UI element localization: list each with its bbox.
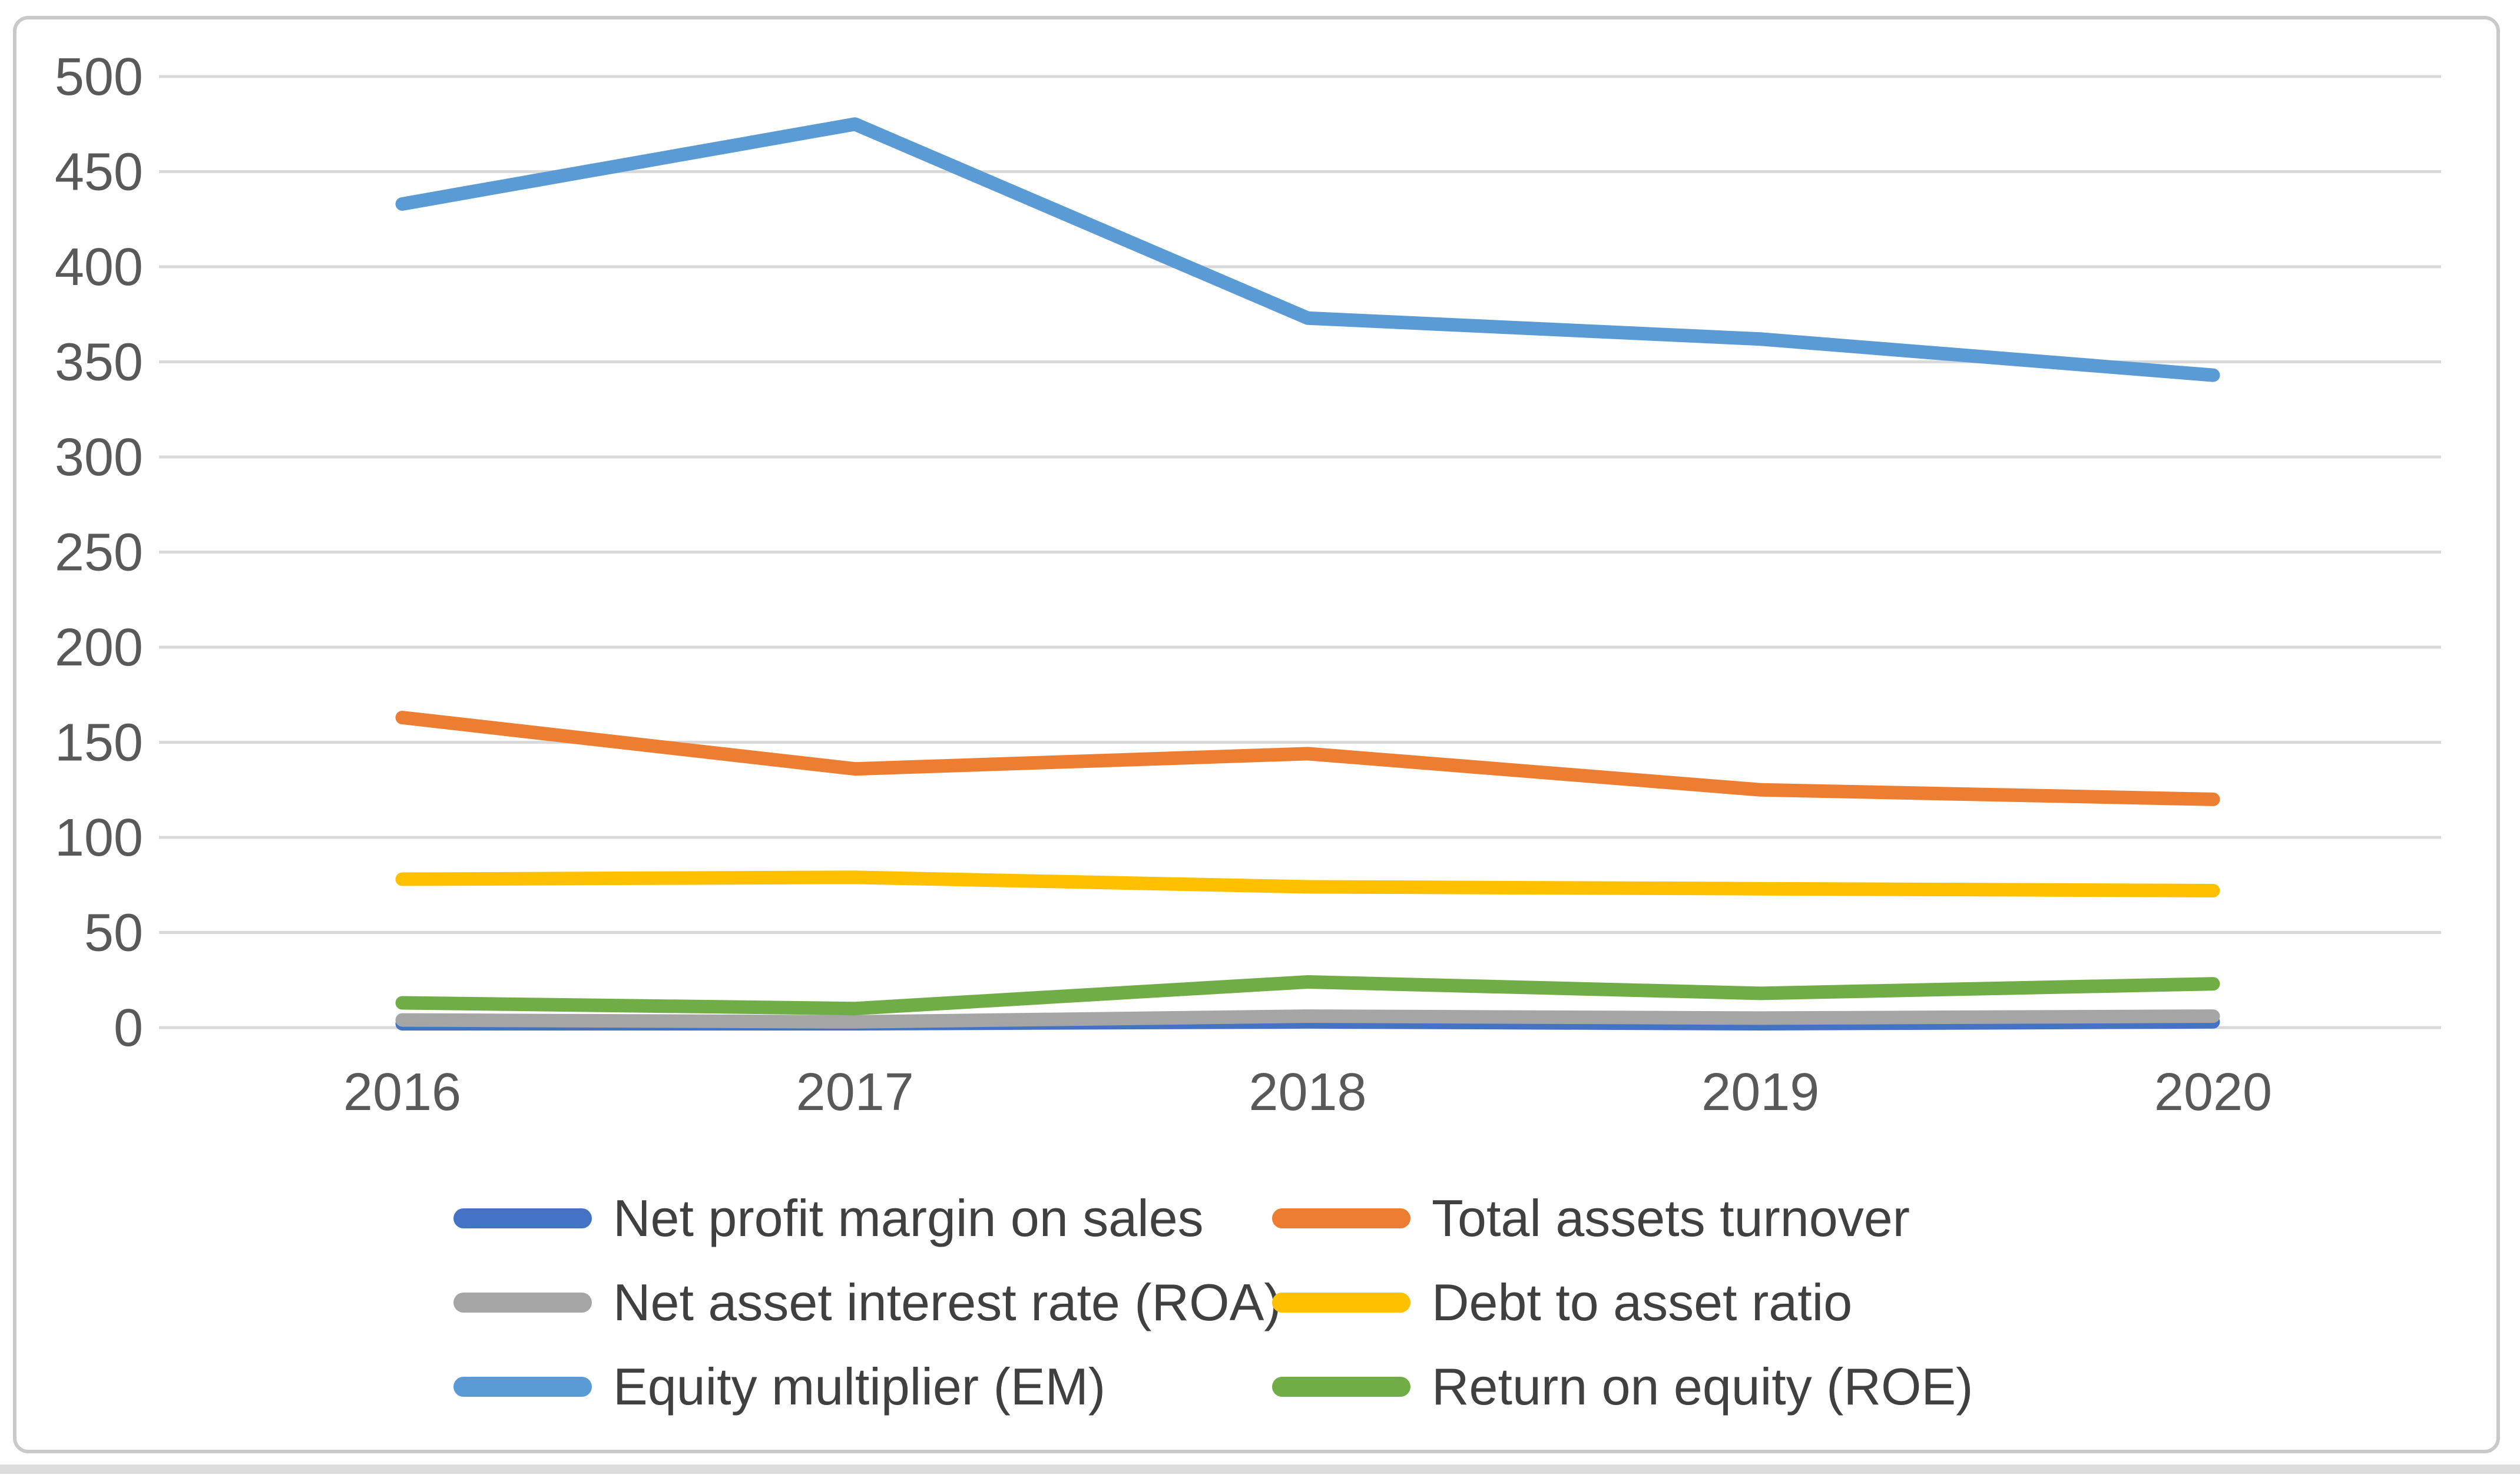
y-axis-tick-label: 0	[114, 999, 143, 1058]
x-axis-tick-label: 2018	[1249, 1063, 1366, 1122]
y-axis-tick-label: 400	[55, 238, 143, 297]
y-axis-tick-label: 350	[55, 333, 143, 392]
y-axis-tick-label: 50	[84, 904, 143, 963]
y-axis-tick-label: 300	[55, 428, 143, 487]
y-axis-tick-label: 500	[55, 48, 143, 107]
chart-figure-border	[13, 16, 2500, 1453]
x-axis-tick-label: 2016	[343, 1063, 461, 1122]
y-axis-tick-label: 150	[55, 714, 143, 773]
series-line-1	[395, 711, 2220, 806]
y-axis-tick-label: 200	[55, 618, 143, 677]
series-line-4	[395, 117, 2220, 382]
series-line-5	[395, 975, 2220, 1016]
y-axis-tick-label: 100	[55, 809, 143, 867]
series-line-3	[395, 870, 2220, 897]
x-axis-tick-label: 2019	[1701, 1063, 1819, 1122]
figure-bottom-edge	[0, 1465, 2520, 1474]
x-axis-tick-label: 2020	[2154, 1063, 2272, 1122]
y-axis-tick-label: 250	[55, 524, 143, 582]
y-axis-tick-label: 450	[55, 143, 143, 202]
series-line-2	[395, 1009, 2220, 1029]
x-axis-tick-label: 2017	[796, 1063, 914, 1122]
